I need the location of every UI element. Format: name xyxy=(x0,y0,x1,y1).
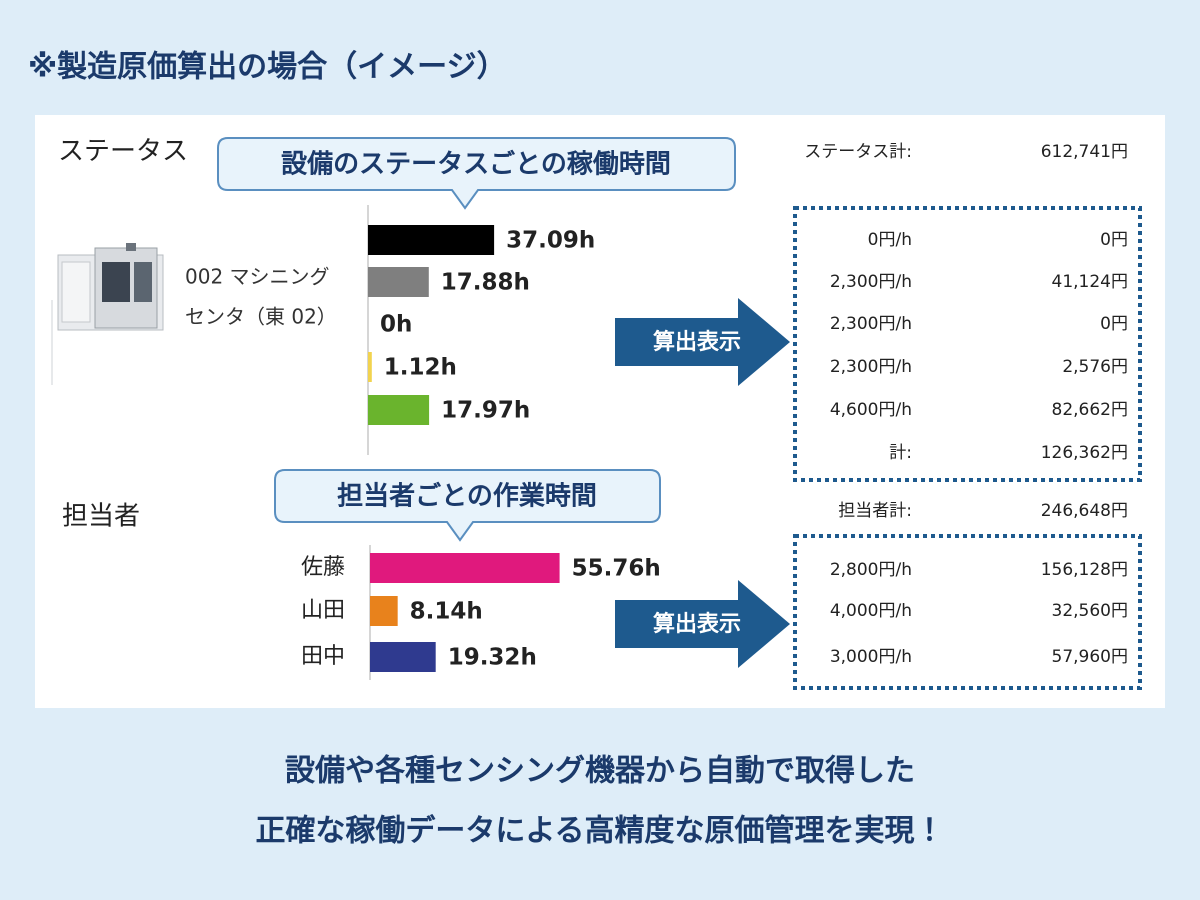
amount-cell: 32,560円 xyxy=(1052,601,1128,621)
value-label: 8.14h xyxy=(410,599,483,625)
machine-name: センタ（東 02） xyxy=(185,305,337,329)
arrow: 算出表示 xyxy=(615,298,790,386)
bar xyxy=(368,395,430,425)
value-label: 1.12h xyxy=(384,355,457,381)
total-value: 246,648円 xyxy=(1041,501,1128,521)
rate-cell: 4,000円/h xyxy=(830,601,912,621)
total-value: 612,741円 xyxy=(1041,142,1128,162)
staff-name: 田中 xyxy=(301,644,345,669)
arrow-label: 算出表示 xyxy=(653,611,741,637)
rate-cell: 0円/h xyxy=(868,230,912,250)
rate-cell: 2,800円/h xyxy=(830,560,912,580)
rate-cell: 計: xyxy=(889,443,912,463)
panel xyxy=(35,115,1165,708)
callout-text: 担当者ごとの作業時間 xyxy=(337,481,597,512)
bar xyxy=(368,267,429,297)
amount-cell: 0円 xyxy=(1100,314,1128,334)
rate-cell: 4,600円/h xyxy=(830,400,912,420)
callout-text: 設備のステータスごとの稼働時間 xyxy=(281,149,671,180)
total-label: 担当者計: xyxy=(838,501,912,521)
section-label: ステータス xyxy=(58,137,188,167)
value-label: 17.97h xyxy=(441,398,530,424)
bar xyxy=(370,553,560,583)
amount-cell: 82,662円 xyxy=(1052,400,1128,420)
footer-text: 正確な稼働データによる高精度な原価管理を実現！ xyxy=(255,814,944,849)
total-label: ステータス計: xyxy=(804,142,912,162)
value-label: 17.88h xyxy=(441,270,530,296)
value-label: 19.32h xyxy=(448,645,537,671)
callout: 設備のステータスごとの稼働時間 xyxy=(217,137,736,210)
arrow: 算出表示 xyxy=(615,580,790,668)
amount-cell: 2,576円 xyxy=(1062,357,1128,377)
section-label: 担当者 xyxy=(62,502,140,532)
arrow-label: 算出表示 xyxy=(653,329,741,355)
footer-text: 設備や各種センシング機器から自動で取得した xyxy=(285,754,915,789)
value-label: 55.76h xyxy=(572,556,661,582)
amount-cell: 0円 xyxy=(1100,230,1128,250)
staff-name: 山田 xyxy=(301,598,345,623)
value-label: 37.09h xyxy=(506,228,595,254)
bar xyxy=(370,596,398,626)
amount-cell: 57,960円 xyxy=(1052,647,1128,667)
amount-cell: 41,124円 xyxy=(1052,272,1128,292)
rate-cell: 2,300円/h xyxy=(830,314,912,334)
bar xyxy=(370,642,436,672)
bar xyxy=(368,225,495,255)
value-label: 0h xyxy=(380,312,412,338)
title: ※製造原価算出の場合（イメージ） xyxy=(28,50,507,85)
rate-cell: 3,000円/h xyxy=(830,647,912,667)
machine-image xyxy=(51,243,164,385)
rate-cell: 2,300円/h xyxy=(830,357,912,377)
amount-cell: 156,128円 xyxy=(1041,560,1128,580)
amount-cell: 126,362円 xyxy=(1041,443,1128,463)
dotted-box xyxy=(793,206,1142,482)
rate-cell: 2,300円/h xyxy=(830,272,912,292)
bar xyxy=(368,352,372,382)
callout: 担当者ごとの作業時間 xyxy=(274,469,661,542)
staff-name: 佐藤 xyxy=(301,555,345,580)
machine-name: 002 マシニング xyxy=(185,265,330,289)
